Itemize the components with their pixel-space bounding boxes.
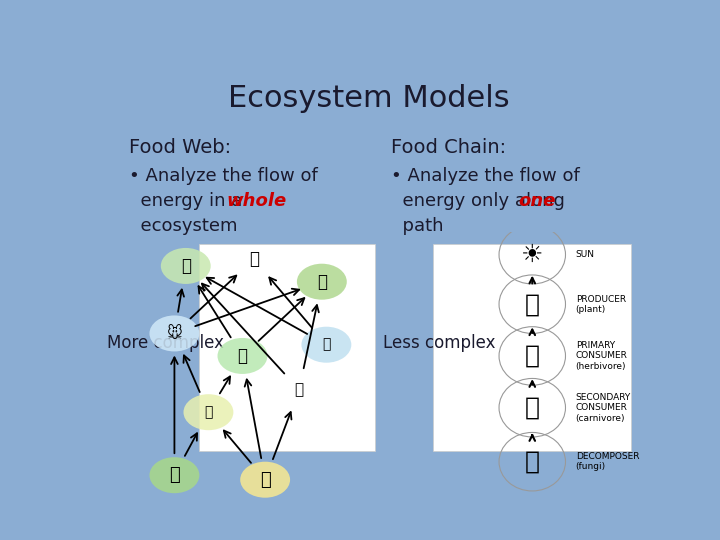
Text: • Analyze the flow of: • Analyze the flow of [392,167,580,185]
Ellipse shape [184,394,233,430]
Text: 🐸: 🐸 [238,347,248,365]
Ellipse shape [150,315,199,352]
Text: ecosystem: ecosystem [129,217,238,234]
Text: Less complex: Less complex [383,334,495,353]
Ellipse shape [150,457,199,493]
Text: Food Web:: Food Web: [129,138,231,157]
Text: path: path [392,217,444,234]
Text: 🐭: 🐭 [166,326,182,341]
Text: 🦊: 🦊 [181,257,191,275]
Text: PRIMARY
CONSUMER
(herbivore): PRIMARY CONSUMER (herbivore) [576,341,628,371]
Text: 🦗: 🦗 [204,405,212,419]
Text: 🦉: 🦉 [525,396,540,420]
Text: 🐍: 🐍 [317,273,327,291]
Text: PRODUCER
(plant): PRODUCER (plant) [576,294,626,314]
Text: 🍒: 🍒 [260,471,271,489]
Text: 🐿: 🐿 [294,382,304,397]
Text: 🐰: 🐰 [525,344,540,368]
Ellipse shape [240,462,290,498]
Ellipse shape [161,248,211,284]
Text: 🌿: 🌿 [525,292,540,316]
FancyBboxPatch shape [433,244,631,451]
Text: 🍄: 🍄 [525,450,540,474]
Text: 🐰: 🐰 [249,250,258,268]
Text: one: one [518,192,556,210]
Ellipse shape [302,327,351,363]
FancyBboxPatch shape [199,244,374,451]
Text: ☀: ☀ [521,242,544,267]
Text: 〰: 〰 [322,338,330,352]
Text: DECOMPOSER
(fungi): DECOMPOSER (fungi) [576,452,639,471]
Text: energy in a: energy in a [129,192,248,210]
Text: 🌿: 🌿 [169,466,180,484]
Text: energy only along: energy only along [392,192,571,210]
Text: More complex: More complex [107,334,224,353]
Text: • Analyze the flow of: • Analyze the flow of [129,167,318,185]
Text: whole: whole [227,192,287,210]
Ellipse shape [297,264,347,300]
Ellipse shape [217,338,267,374]
Text: Food Chain:: Food Chain: [392,138,506,157]
Text: SECONDARY
CONSUMER
(carnivore): SECONDARY CONSUMER (carnivore) [576,393,631,423]
Text: SUN: SUN [576,250,595,259]
Text: Ecosystem Models: Ecosystem Models [228,84,510,112]
